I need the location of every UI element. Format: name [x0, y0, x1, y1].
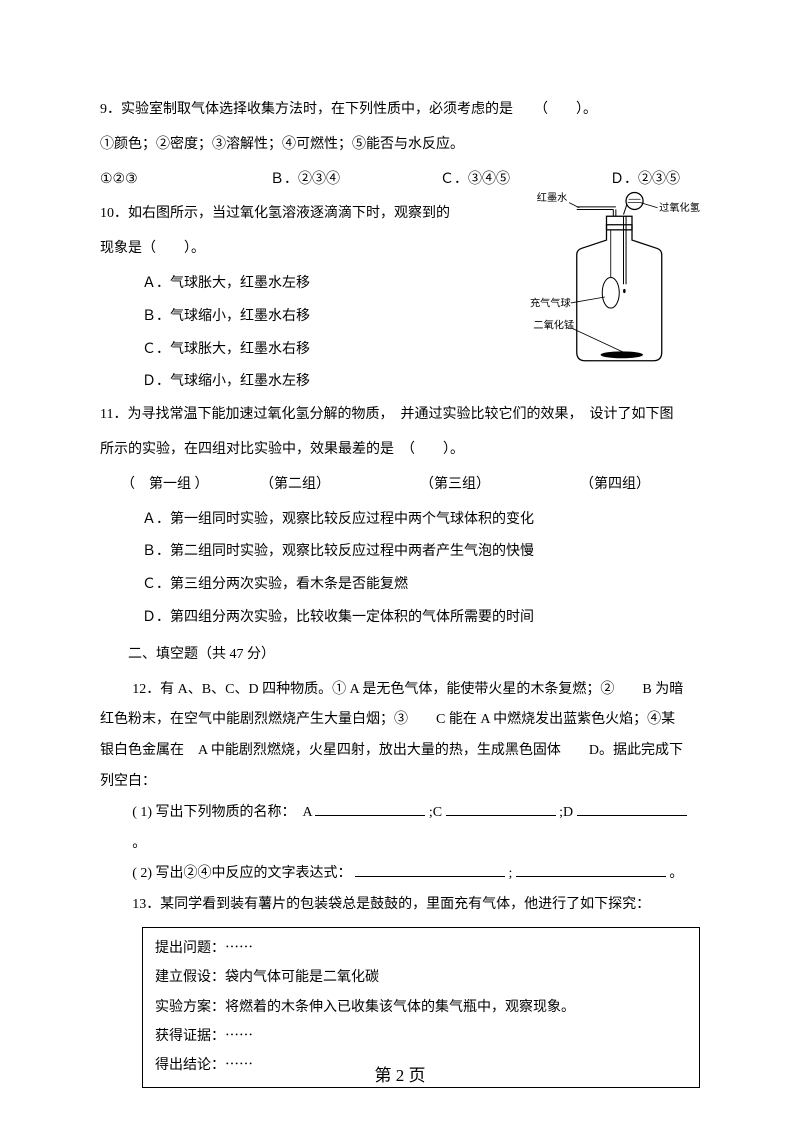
q11-groups: （ 第一组 ） （第二组） （第三组） （第四组） — [100, 470, 700, 501]
q13-stem: 13．某同学看到装有薯片的包装袋总是鼓鼓的，里面充有气体，他进行了如下探究： — [100, 890, 700, 921]
q12-l1: 12．有 A、B、C、D 四种物质。① A 是无色气体，能使带火星的木条复燃；②… — [100, 675, 700, 706]
label-h2o2: 过氧化氢 — [659, 201, 700, 214]
q11-a: Ａ．第一组同时实验，观察比较反应过程中两个气球体积的变化 — [142, 505, 700, 536]
q12-f1b: ;C — [429, 805, 442, 820]
q12-f1a: ( 1) 写出下列物质的名称： A — [132, 805, 312, 820]
q12-fill1: ( 1) 写出下列物质的名称： A ;C ;D 。 — [132, 798, 700, 860]
q11-c: Ｃ．第三组分两次实验，看木条是否能复燃 — [142, 570, 700, 601]
q11-g4: （第四组） — [580, 470, 700, 501]
q11-g2: （第二组） — [260, 470, 420, 501]
q11-b: Ｂ．第二组同时实验，观察比较反应过程中两者产生气泡的快慢 — [142, 537, 700, 568]
q13-b3: 实验方案：将燃着的木条伸入已收集该气体的集气瓶中，观察现象。 — [155, 993, 687, 1022]
q11-g1: （ 第一组 ） — [100, 470, 260, 501]
section2-title: 二、填空题（共 47 分） — [100, 640, 700, 671]
q13-b4: 获得证据：⋯⋯ — [155, 1022, 687, 1051]
q12-f2b: ; — [509, 866, 513, 881]
blank-r1 — [355, 862, 505, 877]
q13-b2: 建立假设：袋内气体可能是二氧化碳 — [155, 963, 687, 992]
q10-d: Ｄ．气球缩小，红墨水左移 — [142, 367, 700, 398]
q12-f1c: ;D — [559, 805, 573, 820]
blank-r2 — [516, 862, 666, 877]
blank-c — [446, 800, 556, 815]
q13-b1: 提出问题：⋯⋯ — [155, 934, 687, 963]
q9-a: ①②③ — [100, 165, 270, 196]
blank-a — [315, 800, 425, 815]
q11-d: Ｄ．第四组分两次实验，比较收集一定体积的气体所需要的时间 — [142, 603, 700, 634]
q12-f2c: 。 — [669, 866, 683, 881]
q12-f2a: ( 2) 写出②④中反应的文字表达式： — [132, 866, 351, 881]
label-balloon: 充气气球 — [530, 296, 571, 309]
label-mno2: 二氧化锰 — [533, 318, 574, 331]
q12-l3: 银白色金属在 A 中能剧烈燃烧，火星四射，放出大量的热，生成黑色固体 D。据此完… — [100, 736, 700, 767]
q10-diagram: 红墨水 过氧化氢 充气气球 二氧化锰 — [530, 190, 700, 370]
q9-b: Ｂ．②③④ — [270, 165, 440, 196]
q12-l4: 列空白： — [100, 767, 700, 798]
q11-g3: （第三组） — [420, 470, 580, 501]
q9-stem: 9．实验室制取气体选择收集方法时，在下列性质中，必须考虑的是 （ ）。 — [100, 95, 700, 126]
q11-line2: 所示的实验，在四组对比实验中，效果最差的是 （ ）。 — [100, 435, 700, 466]
q12-f1d: 。 — [132, 836, 146, 851]
blank-d — [577, 800, 687, 815]
q12-l2: 红色粉末，在空气中能剧烈燃烧产生大量白烟；③ C 能在 A 中燃烧发出蓝紫色火焰… — [100, 705, 700, 736]
q11-line1: 11．为寻找常温下能加速过氧化氢分解的物质， 并通过实验比较它们的效果， 设计了… — [100, 400, 700, 431]
label-ink: 红墨水 — [537, 191, 568, 204]
page-footer: 第 2 页 — [0, 1057, 800, 1094]
q12-fill2: ( 2) 写出②④中反应的文字表达式： ; 。 — [132, 859, 700, 890]
q9-stem2: ①颜色；②密度；③溶解性；④可燃性；⑤能否与水反应。 — [100, 130, 700, 161]
